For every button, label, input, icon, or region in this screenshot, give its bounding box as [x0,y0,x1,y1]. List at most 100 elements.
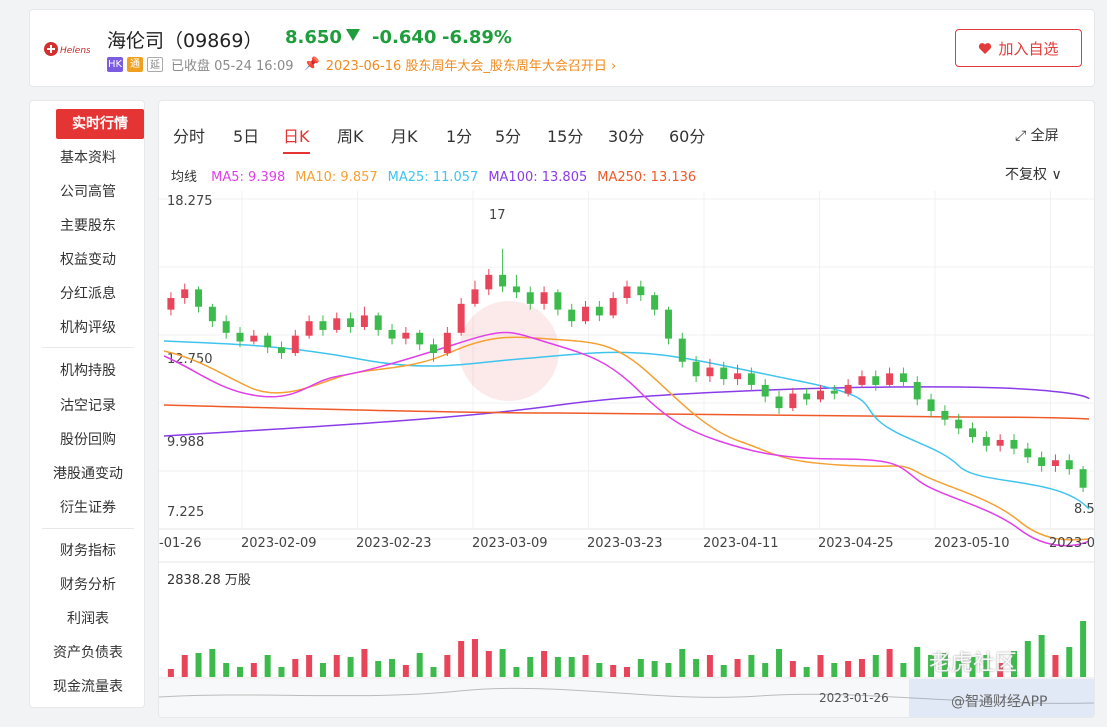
ma-value: MA5: 9.398 [211,170,286,185]
period-tab[interactable]: 5分 [495,127,522,146]
volume-bar [264,655,271,677]
candle-body [222,321,230,333]
volume-bar [513,667,520,677]
volume-bar [499,649,506,677]
sidebar-item[interactable]: 财务分析 [60,577,116,593]
volume-bar [803,667,810,677]
fullscreen-button[interactable]: ⤢ 全屏 [1015,128,1059,144]
candle-body [734,373,742,380]
sidebar-item[interactable]: 利润表 [67,611,109,627]
period-tab[interactable]: 周K [337,127,364,146]
sidebar-item[interactable]: 现金流量表 [53,679,123,695]
period-tab[interactable]: 日K [283,123,310,154]
volume-label: 2838.28 万股 [167,573,251,588]
candle-body [471,289,479,304]
candle-body [830,390,838,394]
y-tick-label: 18.275 [167,194,213,209]
period-tab[interactable]: 60分 [669,127,706,146]
sidebar-item[interactable]: 港股通变动 [53,466,123,482]
sidebar-item[interactable]: 分红派息 [60,286,116,302]
volume-bar [789,661,796,677]
sidebar-item[interactable]: 资产负债表 [53,645,123,661]
chart-panel: 分时 5日 日K 周K 月K 1分 5分 15分 30分 60分 ⤢ 全屏 均线 MA5: 9.3… [158,100,1095,718]
candle-body [499,274,507,287]
candle-body [747,373,755,385]
volume-bar [914,647,921,677]
sidebar-item[interactable]: 公司高管 [60,184,116,200]
candle-body [886,373,894,385]
candle-body [457,303,465,333]
candle-body [1079,469,1087,488]
period-tab[interactable]: 5日 [233,127,260,146]
svg-text:Helens: Helens [60,46,90,56]
volume-bar [361,649,368,677]
volume-bar [195,653,202,677]
sidebar-item[interactable]: 基本资料 [60,150,116,166]
candle-body [582,306,590,322]
sidebar-item[interactable]: 主要股东 [60,218,116,234]
volume-bar [1052,655,1059,677]
zhitong-watermark: @智通财经APP [951,694,1048,710]
sidebar-divider [42,347,134,348]
candle-body [1024,448,1032,458]
candle-body [899,373,907,383]
sidebar-item[interactable]: 沽空记录 [60,398,116,414]
volume-bar [720,665,727,677]
ma5-line [163,331,1090,547]
adjust-dropdown[interactable]: 不复权 ∨ [1005,167,1062,183]
period-tab[interactable]: 15分 [547,127,584,146]
volume-bar [319,663,326,677]
add-watchlist-button[interactable]: 加入自选 [955,29,1082,67]
stock-price: 8.650 [285,27,342,48]
candle-body [388,329,396,339]
candle-body [416,332,424,345]
candle-body [195,289,203,307]
ma-value: MA100: 13.805 [488,170,588,185]
volume-bar [872,655,879,677]
sidebar-item[interactable]: 股份回购 [60,432,116,448]
ma-value: MA25: 11.057 [387,170,479,185]
candle-body [360,315,368,328]
volume-bar [831,663,838,677]
volume-bar [1024,641,1031,677]
candle-body [927,399,935,411]
candle-body [637,286,645,296]
period-tab[interactable]: 分时 [173,127,206,146]
y-tick-label: 7.225 [167,505,204,520]
volume-bar [665,663,672,677]
candle-body [955,419,963,429]
x-tick-label: 2023-0 [1049,536,1095,551]
event-link[interactable]: 2023-06-16 股东周年大会_股东周年大会召开日 › [325,58,617,74]
candle-body [775,396,783,409]
sidebar-item[interactable]: 机构评级 [60,320,116,336]
sidebar-item[interactable]: 财务指标 [60,543,116,559]
volume-bar [941,653,948,677]
high-price-label: 17 [489,208,506,223]
volume-bar [485,651,492,677]
status-row: HK 通 延 已收盘 05-24 16:09 📌 2023-06-16 股东周年… [107,55,617,74]
period-tab[interactable]: 30分 [608,127,645,146]
x-tick-label: 2023-03-23 [587,536,663,551]
candle-body [374,315,382,330]
volume-bar [886,649,893,677]
ma250-line [163,404,1090,420]
candle-body [789,393,797,409]
volume-bar [955,661,962,677]
period-tab[interactable]: 1分 [446,127,473,146]
volume-bar [679,649,686,677]
sidebar-item[interactable]: 权益变动 [60,252,116,268]
volume-bar [237,667,244,677]
sidebar-item[interactable]: 机构持股 [60,363,116,379]
volume-bar [333,655,340,677]
chevron-down-icon: ∨ [1051,167,1062,183]
volume-bar [527,657,534,677]
volume-bar [554,657,561,677]
helens-logo: Helens [44,42,90,56]
volume-bar [776,649,783,677]
period-tab[interactable]: 月K [391,127,418,146]
volume-bar [637,659,644,677]
candle-body [167,298,175,310]
sidebar-item[interactable]: 实时行情 [56,109,144,139]
sidebar-item[interactable]: 衍生证券 [60,500,116,516]
